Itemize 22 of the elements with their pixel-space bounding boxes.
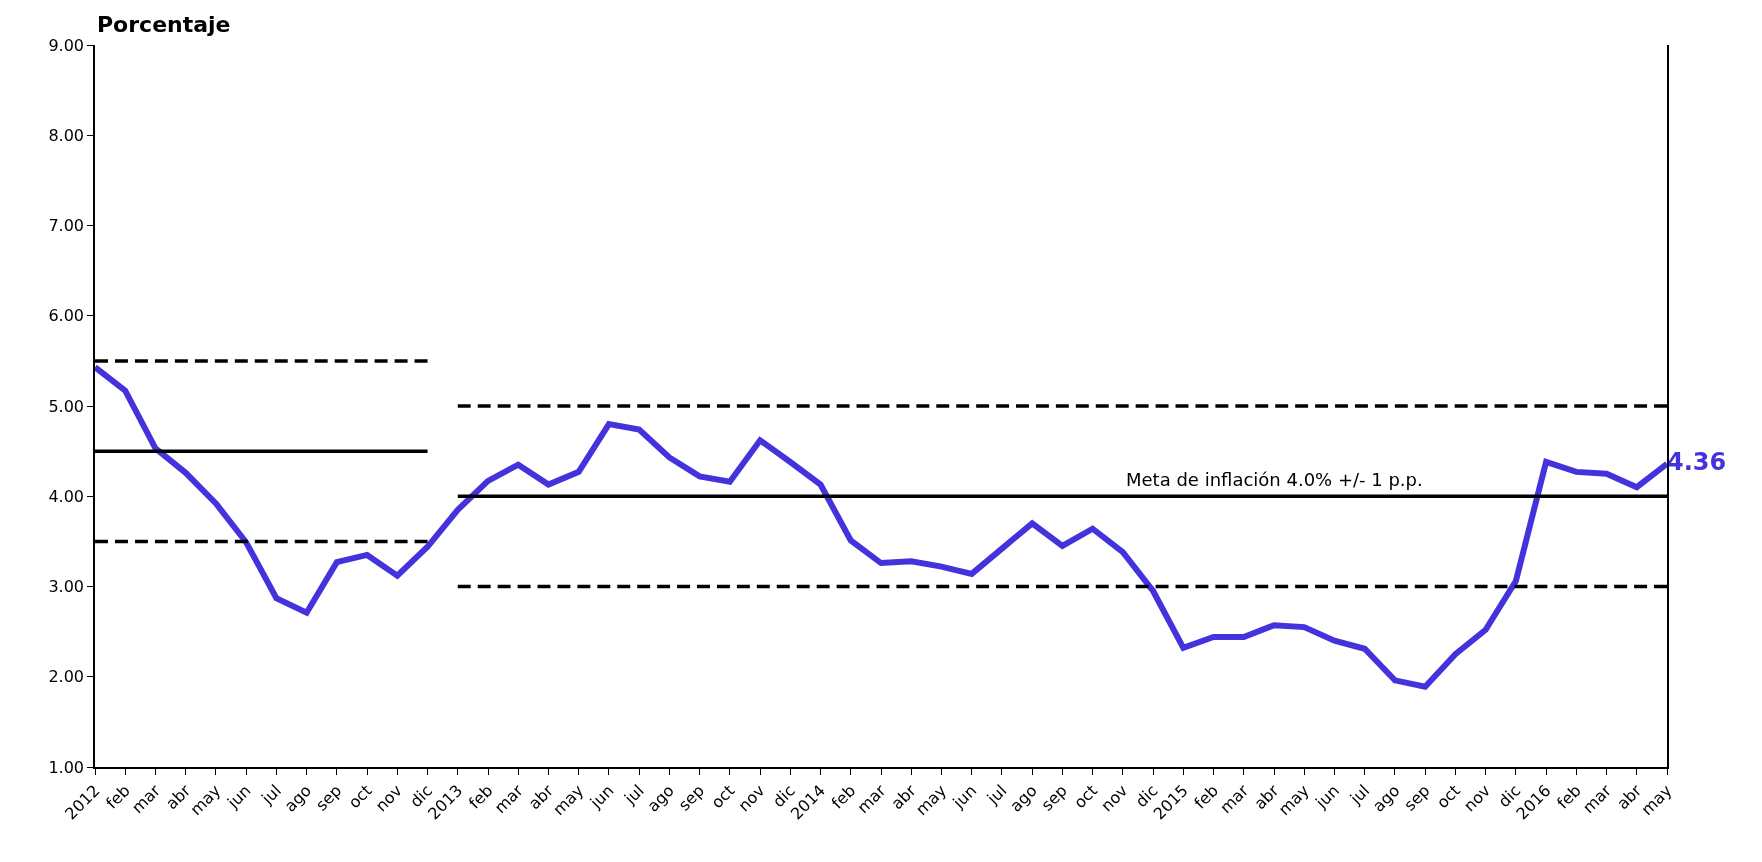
x-tick-label: feb xyxy=(464,781,497,813)
x-tick-label: feb xyxy=(1553,781,1585,813)
y-tick-label: 1.00 xyxy=(48,757,85,777)
x-tick-label: feb xyxy=(102,781,134,813)
x-tick-label: jun xyxy=(585,781,618,813)
x-tick-label: jun xyxy=(1311,781,1343,813)
y-tick-label: 2.00 xyxy=(48,667,85,687)
y-tick-label: 3.00 xyxy=(48,577,85,597)
x-tick-label: jun xyxy=(948,781,981,813)
annotation: Meta de inflación 4.0% +/- 1 p.p. xyxy=(1126,469,1423,490)
x-tick-label: oct xyxy=(1432,781,1464,813)
data-label: 4.36 xyxy=(1667,447,1727,476)
y-tick-label: 8.00 xyxy=(48,125,85,145)
x-tick-label: feb xyxy=(827,781,860,813)
y-tick-label: 9.00 xyxy=(48,35,85,55)
x-tick-label: jun xyxy=(223,781,255,813)
y-tick-label: 5.00 xyxy=(48,396,85,416)
y-tick-label: 4.00 xyxy=(48,486,85,506)
y-tick-label: 6.00 xyxy=(48,306,85,326)
y-axis-title: Porcentaje xyxy=(97,12,231,37)
y-tick-label: 7.00 xyxy=(48,216,85,236)
x-tick-label: feb xyxy=(1190,781,1223,813)
